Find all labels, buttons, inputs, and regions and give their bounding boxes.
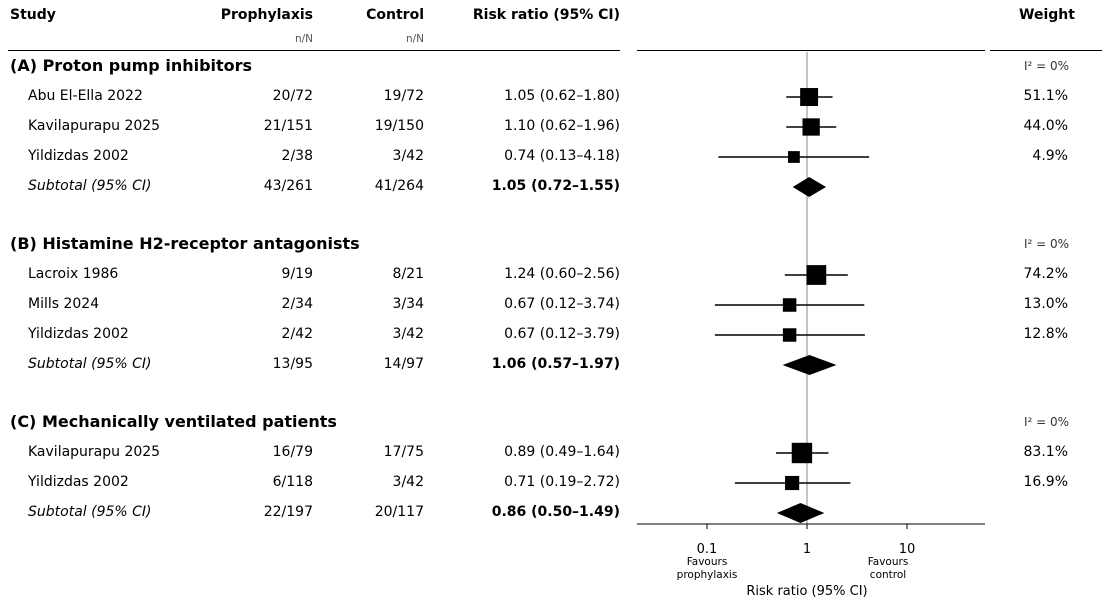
group-i2: I² = 0% — [1024, 237, 1070, 251]
header-rule-plot — [637, 50, 985, 51]
study-control: 8/21 — [392, 266, 424, 282]
study-prophylaxis: 2/38 — [281, 148, 313, 164]
x-tick-label: 1 — [803, 542, 811, 557]
subtotal-rr: 1.05 (0.72–1.55) — [491, 178, 620, 194]
study-control: 3/42 — [392, 148, 424, 164]
subtotal-label: Subtotal (95% CI) — [28, 504, 152, 520]
study-control: 17/75 — [383, 444, 424, 460]
header-n-control: n/N — [405, 33, 424, 45]
study-control: 19/150 — [374, 118, 424, 134]
group-i2: I² = 0% — [1024, 59, 1070, 73]
point-estimate — [802, 118, 820, 136]
subtotal-control: 14/97 — [383, 356, 424, 372]
study-weight: 83.1% — [1023, 444, 1068, 460]
study-rr: 1.05 (0.62–1.80) — [504, 88, 620, 104]
study-weight: 12.8% — [1023, 326, 1068, 342]
study-prophylaxis: 6/118 — [272, 474, 313, 490]
study-rr: 1.10 (0.62–1.96) — [504, 118, 620, 134]
study-name: Yildizdas 2002 — [28, 148, 129, 164]
study-weight: 16.9% — [1023, 474, 1068, 490]
study-rr: 0.89 (0.49–1.64) — [504, 444, 620, 460]
point-estimate — [791, 442, 813, 464]
study-prophylaxis: 9/19 — [281, 266, 313, 282]
study-prophylaxis: 16/79 — [272, 444, 313, 460]
study-weight: 44.0% — [1023, 118, 1068, 134]
study-rr: 0.67 (0.12–3.79) — [504, 326, 620, 342]
study-control: 3/42 — [392, 474, 424, 490]
subtotal-control: 20/117 — [374, 504, 424, 520]
header-study: Study — [10, 7, 56, 23]
subtotal-label: Subtotal (95% CI) — [28, 178, 152, 194]
group-title: (C) Mechanically ventilated patients — [10, 412, 337, 431]
group-i2: I² = 0% — [1024, 415, 1070, 429]
study-control: 3/42 — [392, 326, 424, 342]
study-name: Kavilapurapu 2025 — [28, 444, 161, 460]
subtotal-label: Subtotal (95% CI) — [28, 356, 152, 372]
study-weight: 13.0% — [1023, 296, 1068, 312]
point-estimate — [806, 265, 827, 285]
study-prophylaxis: 2/34 — [281, 296, 313, 312]
study-rr: 0.71 (0.19–2.72) — [504, 474, 620, 490]
study-name: Yildizdas 2002 — [28, 474, 129, 490]
group-title: (A) Proton pump inhibitors — [10, 56, 253, 75]
subtotal-rr: 1.06 (0.57–1.97) — [491, 356, 620, 372]
subtotal-prophylaxis: 43/261 — [263, 178, 313, 194]
x-axis-label: Risk ratio (95% CI) — [746, 584, 867, 599]
study-prophylaxis: 21/151 — [263, 118, 313, 134]
point-estimate — [782, 298, 797, 312]
x-tick-label: 10 — [899, 542, 916, 557]
study-name: Kavilapurapu 2025 — [28, 118, 161, 134]
subtotal-control: 41/264 — [374, 178, 424, 194]
point-estimate — [782, 328, 797, 342]
study-rr: 0.67 (0.12–3.74) — [504, 296, 620, 312]
favours-left-label: Favours prophylaxis — [677, 556, 738, 581]
point-estimate — [785, 475, 800, 491]
favours-right-label: Favours control — [868, 556, 909, 581]
study-prophylaxis: 20/72 — [272, 88, 313, 104]
study-rr: 0.74 (0.13–4.18) — [504, 148, 620, 164]
study-control: 3/34 — [392, 296, 424, 312]
header-weight: Weight — [1019, 7, 1075, 23]
group-title: (B) Histamine H2-receptor antagonists — [10, 234, 360, 253]
header-rule-weight — [990, 50, 1102, 51]
study-name: Yildizdas 2002 — [28, 326, 129, 342]
subtotal-rr: 0.86 (0.50–1.49) — [491, 504, 620, 520]
point-estimate — [800, 88, 819, 106]
subtotal-diamond — [776, 503, 825, 523]
subtotal-diamond — [792, 177, 827, 197]
subtotal-prophylaxis: 22/197 — [263, 504, 313, 520]
header-prophylaxis: Prophylaxis — [220, 7, 313, 23]
study-name: Lacroix 1986 — [28, 266, 119, 282]
header-control: Control — [366, 7, 424, 23]
study-name: Abu El-Ella 2022 — [28, 88, 143, 104]
subtotal-prophylaxis: 13/95 — [272, 356, 313, 372]
study-weight: 4.9% — [1032, 148, 1068, 164]
x-tick-label: 0.1 — [697, 542, 718, 557]
study-prophylaxis: 2/42 — [281, 326, 313, 342]
study-name: Mills 2024 — [28, 296, 100, 312]
header-n-prophylaxis: n/N — [294, 33, 313, 45]
header-risk-ratio: Risk ratio (95% CI) — [472, 7, 620, 23]
study-weight: 51.1% — [1023, 88, 1068, 104]
subtotal-diamond — [782, 355, 837, 375]
study-control: 19/72 — [383, 88, 424, 104]
point-estimate — [788, 151, 800, 163]
header-rule-table — [8, 50, 620, 51]
study-rr: 1.24 (0.60–2.56) — [504, 266, 620, 282]
study-weight: 74.2% — [1023, 266, 1068, 282]
